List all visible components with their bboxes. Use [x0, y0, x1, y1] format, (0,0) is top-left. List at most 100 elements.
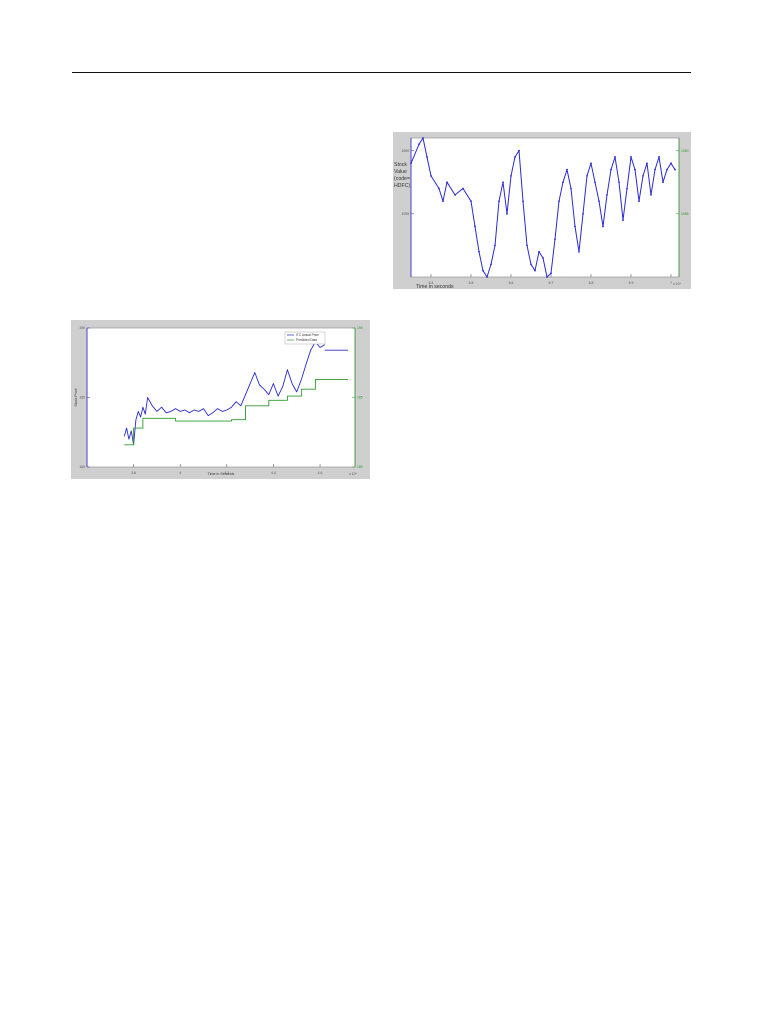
- data-point: [566, 168, 568, 171]
- data-point: [474, 225, 476, 228]
- hdfc-stock-chart: 6.4 6.5 6.6 6.7 6.8 6.9 7 x 10⁴ 1060 1055 1060 1055…: [393, 132, 691, 289]
- y-axis-label-line: HDFC): [394, 183, 410, 189]
- data-point: [562, 181, 564, 184]
- x-tick-label: 7: [670, 281, 672, 285]
- y-tick-label-right: 1060: [681, 149, 689, 153]
- x-axis-label: Time in Seconds: [208, 472, 235, 476]
- data-point: [422, 137, 424, 139]
- data-point: [442, 200, 444, 203]
- itc-chart-svg: 3.8 4 4.2 4.4 4.6 x 10⁴ 190 185 180 190 185 180 Time…: [71, 320, 370, 479]
- data-point: [530, 263, 532, 266]
- data-point: [626, 187, 628, 190]
- data-point: [602, 225, 604, 228]
- data-point: [510, 175, 512, 177]
- data-point: [586, 175, 588, 177]
- data-point: [610, 168, 612, 171]
- data-point: [554, 238, 556, 240]
- data-point: [674, 168, 676, 171]
- y-axis-label: Stock Price: [74, 388, 78, 406]
- data-point: [446, 181, 448, 184]
- y-tick-label-left: 180: [79, 465, 85, 469]
- data-point: [462, 187, 464, 190]
- data-point: [606, 193, 608, 196]
- x-tick-label: 3.8: [131, 471, 136, 475]
- header-rule: [72, 72, 691, 73]
- data-point: [482, 269, 484, 272]
- plot-area: [410, 137, 680, 278]
- data-point: [666, 168, 668, 171]
- x-tick-label: 4.6: [318, 471, 323, 475]
- data-point: [478, 250, 480, 253]
- x-tick-label: 6.5: [469, 281, 474, 285]
- data-point: [618, 181, 620, 184]
- data-point: [590, 162, 592, 165]
- y-tick-label-left: 1055: [401, 212, 409, 216]
- legend-box: [284, 331, 326, 345]
- data-point: [506, 212, 508, 215]
- x-tick-label: 4.4: [271, 471, 276, 475]
- y-tick-label-right: 1055: [681, 212, 689, 216]
- data-point: [650, 193, 652, 196]
- data-point: [426, 156, 428, 158]
- x-exponent-label: x 10⁴: [349, 472, 357, 476]
- y-tick-label-left: 190: [79, 326, 85, 330]
- data-point: [542, 257, 544, 259]
- data-point: [638, 200, 640, 203]
- data-point: [558, 200, 560, 203]
- x-tick-label: 4.2: [224, 471, 229, 475]
- x-axis-label: Time in seconds: [416, 284, 454, 289]
- data-point: [658, 156, 660, 158]
- y-axis-label-line: (code=: [394, 176, 410, 182]
- x-tick-label: 6.4: [429, 281, 434, 285]
- data-point: [418, 143, 420, 146]
- data-point: [494, 244, 496, 247]
- y-axis-label-line: Stock: [394, 162, 407, 168]
- data-point: [514, 156, 516, 158]
- data-point: [454, 193, 456, 196]
- data-point: [622, 219, 624, 222]
- data-point: [410, 162, 412, 165]
- x-tick-label: 6.6: [509, 281, 514, 285]
- data-point: [578, 250, 580, 253]
- x-tick-label: 6.9: [629, 281, 634, 285]
- data-point: [630, 156, 632, 158]
- data-point: [526, 244, 528, 247]
- data-point: [662, 181, 664, 184]
- data-point: [614, 156, 616, 158]
- hdfc-chart-svg: 6.4 6.5 6.6 6.7 6.8 6.9 7 x 10⁴ 1060 1055 1060 1055…: [393, 132, 691, 289]
- data-point: [522, 200, 524, 203]
- x-tick-label: 6.7: [549, 281, 554, 285]
- data-point: [670, 162, 672, 165]
- data-point: [574, 225, 576, 228]
- plot-area: [86, 327, 356, 468]
- legend-label: ITC Actual Price: [296, 333, 319, 337]
- y-tick-label-left: 1060: [401, 149, 409, 153]
- data-point: [594, 181, 596, 184]
- series-line-0: [410, 137, 676, 278]
- data-point: [438, 187, 440, 190]
- data-point: [518, 149, 520, 152]
- data-point: [634, 168, 636, 171]
- data-point: [498, 200, 500, 203]
- data-point: [646, 162, 648, 165]
- data-point: [486, 276, 488, 278]
- y-tick-label-left: 185: [79, 396, 85, 400]
- x-tick-label: 4: [179, 471, 181, 475]
- y-axis-label-line: Value: [394, 169, 407, 175]
- data-point: [546, 276, 548, 278]
- series-line-1: [124, 378, 348, 446]
- data-point: [430, 175, 432, 177]
- series-line-0: [123, 341, 325, 446]
- itc-prediction-chart: 3.8 4 4.2 4.4 4.6 x 10⁴ 190 185 180 190 185 180 Time…: [71, 320, 370, 479]
- data-point: [654, 168, 656, 171]
- data-point: [538, 250, 540, 253]
- data-point: [598, 200, 600, 203]
- data-point: [502, 181, 504, 184]
- data-point: [570, 187, 572, 190]
- x-tick-label: 6.8: [589, 281, 594, 285]
- y-tick-label-right: 190: [357, 326, 363, 330]
- data-point: [490, 263, 492, 266]
- data-point: [550, 272, 552, 275]
- legend-label: Predicted Data: [296, 338, 317, 342]
- data-point: [642, 175, 644, 177]
